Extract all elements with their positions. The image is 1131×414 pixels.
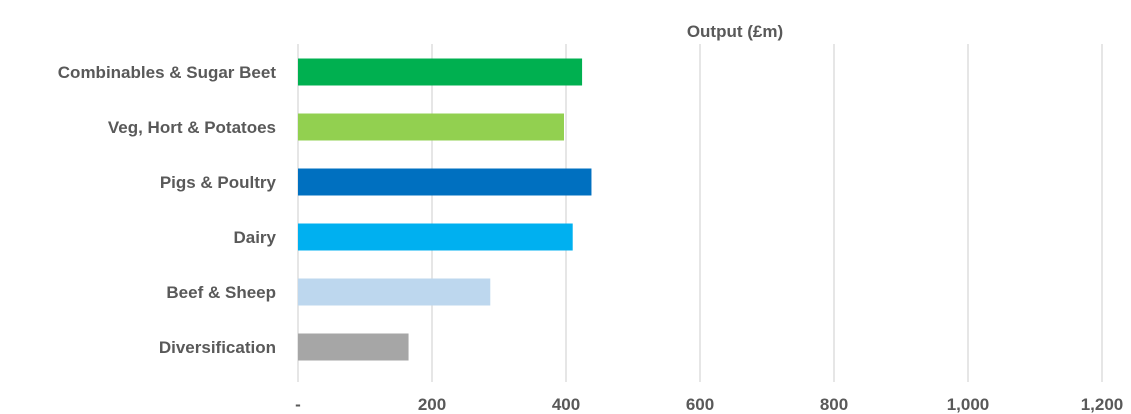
x-tick-label-6: 1,200	[1081, 395, 1124, 414]
x-tick-label-2: 400	[552, 395, 580, 414]
bar-2	[298, 168, 592, 196]
x-tick-label-0: -	[295, 395, 301, 414]
chart-title: Output (£m)	[687, 22, 783, 41]
bars	[298, 58, 592, 361]
x-tick-label-4: 800	[820, 395, 848, 414]
bar-3	[298, 223, 573, 251]
category-label-3: Dairy	[233, 228, 276, 247]
category-label-5: Diversification	[159, 338, 276, 357]
bar-1	[298, 113, 564, 141]
category-label-0: Combinables & Sugar Beet	[58, 63, 277, 82]
x-tick-label-3: 600	[686, 395, 714, 414]
bar-5	[298, 333, 409, 361]
x-tick-label-5: 1,000	[947, 395, 990, 414]
category-label-4: Beef & Sheep	[166, 283, 276, 302]
bar-0	[298, 58, 583, 86]
category-labels: Combinables & Sugar Beet Veg, Hort & Pota…	[58, 63, 277, 357]
x-axis-tick-labels: - 200 400 600 800 1,000 1,200	[295, 395, 1123, 414]
gridlines	[297, 44, 1103, 382]
bar-4	[298, 278, 491, 306]
category-label-2: Pigs & Poultry	[160, 173, 277, 192]
x-tick-label-1: 200	[418, 395, 446, 414]
category-label-1: Veg, Hort & Potatoes	[108, 118, 276, 137]
